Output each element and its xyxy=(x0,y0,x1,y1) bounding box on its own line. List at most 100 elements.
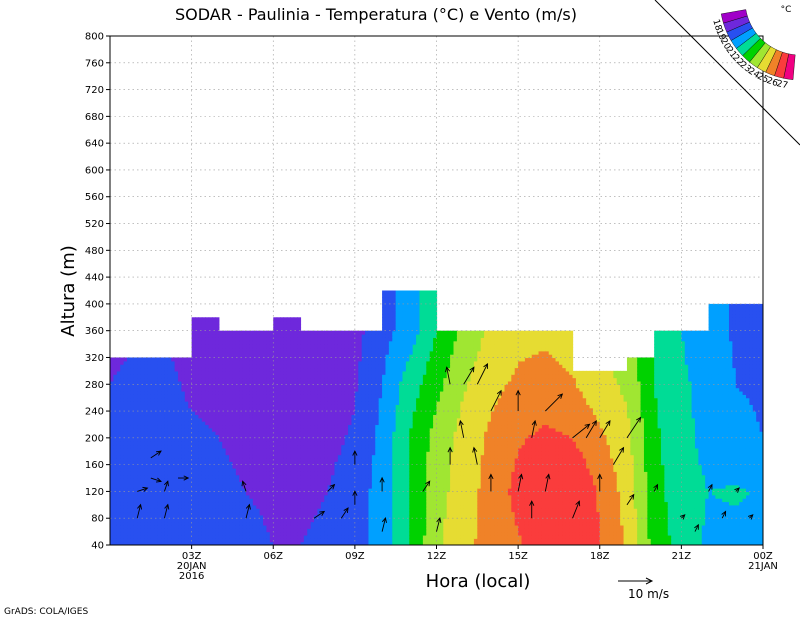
temperature-cell xyxy=(195,414,200,419)
temperature-cell xyxy=(181,504,186,509)
temperature-cell xyxy=(120,380,125,385)
temperature-cell xyxy=(218,528,223,533)
temperature-cell xyxy=(269,387,274,392)
temperature-cell xyxy=(123,471,128,476)
temperature-cell xyxy=(303,474,308,479)
temperature-cell xyxy=(198,414,203,419)
temperature-cell xyxy=(269,447,274,452)
temperature-cell xyxy=(283,461,288,466)
temperature-cell xyxy=(212,414,217,419)
temperature-cell xyxy=(164,424,169,429)
temperature-cell xyxy=(256,357,261,362)
temperature-cell xyxy=(314,524,319,529)
temperature-cell xyxy=(123,434,128,439)
temperature-cell xyxy=(167,404,172,409)
temperature-cell xyxy=(263,524,268,529)
temperature-cell xyxy=(178,534,183,539)
temperature-cell xyxy=(120,421,125,426)
temperature-cell xyxy=(259,474,264,479)
temperature-cell xyxy=(229,334,234,338)
temperature-cell xyxy=(252,411,257,416)
temperature-cell xyxy=(310,464,315,469)
temperature-cell xyxy=(280,534,285,539)
temperature-cell xyxy=(154,424,159,429)
temperature-cell xyxy=(266,518,271,523)
temperature-cell xyxy=(235,541,240,545)
temperature-cell xyxy=(174,390,179,395)
temperature-cell xyxy=(225,350,230,355)
temperature-cell xyxy=(201,417,206,422)
temperature-cell xyxy=(188,407,193,412)
temperature-cell xyxy=(191,514,196,519)
temperature-cell xyxy=(157,504,162,509)
temperature-cell xyxy=(297,344,302,349)
temperature-cell xyxy=(273,528,278,533)
temperature-cell xyxy=(229,464,234,469)
temperature-cell xyxy=(239,387,244,392)
temperature-cell xyxy=(286,508,291,513)
temperature-cell xyxy=(150,498,155,503)
temperature-cell xyxy=(310,411,315,416)
temperature-cell xyxy=(256,494,261,499)
temperature-cell xyxy=(259,528,264,533)
temperature-cell xyxy=(259,417,264,422)
temperature-cell xyxy=(276,431,281,436)
temperature-cell xyxy=(286,394,291,399)
temperature-cell xyxy=(293,524,298,529)
temperature-cell xyxy=(229,521,234,526)
temperature-cell xyxy=(218,531,223,536)
temperature-cell xyxy=(215,534,220,539)
temperature-cell xyxy=(293,504,298,509)
temperature-cell xyxy=(195,444,200,449)
temperature-cell xyxy=(297,360,302,365)
temperature-cell xyxy=(266,494,271,499)
temperature-cell xyxy=(171,384,176,389)
temperature-cell xyxy=(164,427,169,432)
temperature-cell xyxy=(205,411,210,416)
temperature-cell xyxy=(293,421,298,426)
temperature-cell xyxy=(191,364,196,369)
temperature-cell xyxy=(161,514,166,519)
temperature-cell xyxy=(140,504,145,509)
temperature-cell xyxy=(195,340,200,345)
temperature-cell xyxy=(130,424,135,429)
temperature-cell xyxy=(157,494,162,499)
temperature-cell xyxy=(140,478,145,482)
temperature-cell xyxy=(269,424,274,429)
temperature-cell xyxy=(144,397,149,402)
temperature-cell xyxy=(110,444,115,449)
temperature-cell xyxy=(184,521,189,526)
temperature-cell xyxy=(191,427,196,432)
temperature-cell xyxy=(290,377,295,382)
temperature-cell xyxy=(310,374,315,379)
temperature-cell xyxy=(110,421,115,426)
temperature-cell xyxy=(256,508,261,513)
temperature-cell xyxy=(123,528,128,533)
temperature-cell xyxy=(208,441,213,446)
temperature-cell xyxy=(225,347,230,352)
temperature-cell xyxy=(188,474,193,479)
temperature-cell xyxy=(150,401,155,405)
temperature-cell xyxy=(290,534,295,539)
temperature-cell xyxy=(293,407,298,412)
temperature-cell xyxy=(273,360,278,365)
temperature-cell xyxy=(290,387,295,392)
temperature-cell xyxy=(123,478,128,482)
temperature-cell xyxy=(188,360,193,365)
temperature-cell xyxy=(116,367,121,372)
temperature-cell xyxy=(157,447,162,452)
temperature-cell xyxy=(280,444,285,449)
temperature-cell xyxy=(167,401,172,405)
temperature-cell xyxy=(140,390,145,395)
temperature-cell xyxy=(300,354,305,359)
temperature-cell xyxy=(181,451,186,456)
temperature-cell xyxy=(188,387,193,392)
temperature-cell xyxy=(222,370,227,375)
temperature-cell xyxy=(191,434,196,439)
temperature-cell xyxy=(144,407,149,412)
temperature-cell xyxy=(280,397,285,402)
temperature-cell xyxy=(171,370,176,375)
temperature-cell xyxy=(263,451,268,456)
temperature-cell xyxy=(242,491,247,496)
temperature-cell xyxy=(286,538,291,543)
